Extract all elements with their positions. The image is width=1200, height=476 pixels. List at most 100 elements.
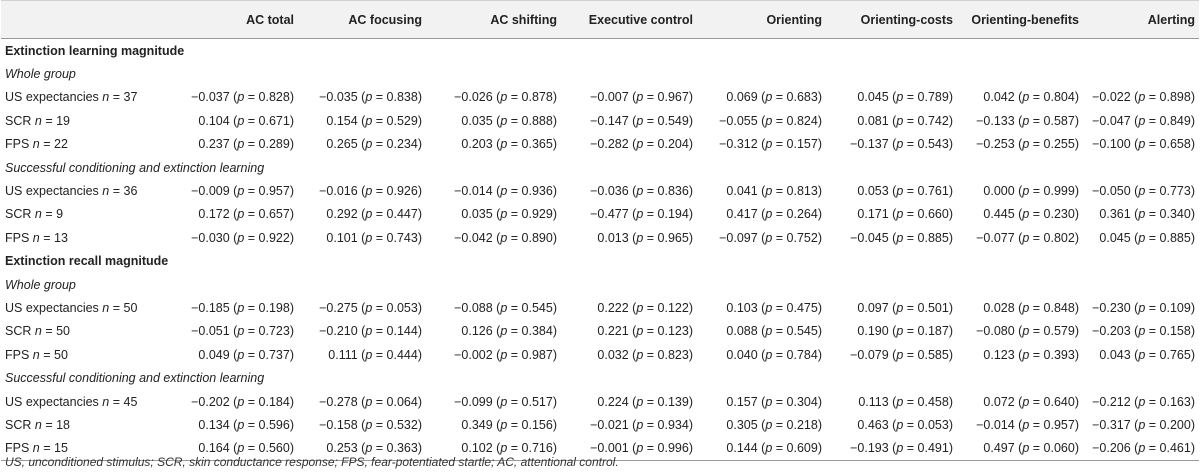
correlation-value: 0.126 (461, 324, 493, 339)
p-value: 0.365 (521, 137, 553, 152)
p-symbol: p (365, 137, 373, 152)
correlation-value: 0.028 (983, 300, 1015, 315)
sample-size: 22 (54, 137, 68, 152)
correlation-cell: 0.045 (p = 0.789) (826, 85, 957, 110)
p-value: 0.802 (1043, 230, 1075, 245)
p-symbol: p (896, 230, 904, 245)
correlation-value: 0.463 (857, 417, 889, 432)
p-symbol: p (1022, 90, 1030, 105)
correlation-cell: 0.088 (p = 0.545) (697, 319, 826, 344)
correlation-value: 0.113 (858, 394, 889, 409)
correlation-cell: −0.021 (p = 0.934) (561, 413, 697, 437)
p-symbol: p (636, 184, 644, 199)
p-value: 0.934 (657, 417, 689, 432)
correlation-value: 0.445 (983, 207, 1015, 222)
correlation-value: 0.035 (461, 113, 493, 128)
row-measure-label: US expectancies (5, 90, 99, 105)
p-symbol: p (237, 137, 245, 152)
row-label-cell: SCR n = 19 (1, 109, 187, 133)
p-value: 0.765 (1159, 347, 1191, 362)
table-row: FPS n = 15 0.164 (p = 0.560) 0.253 (p = 0.… (1, 436, 1199, 462)
p-symbol: p (1022, 207, 1030, 222)
p-symbol: p (500, 113, 508, 128)
correlation-cell: 0.126 (p = 0.384) (426, 319, 561, 344)
correlation-cell: −0.253 (p = 0.255) (957, 132, 1083, 156)
p-symbol: p (1022, 300, 1030, 315)
correlation-cell: 0.349 (p = 0.156) (426, 413, 561, 437)
p-value: 0.163 (1159, 394, 1191, 409)
correlation-value: 0.042 (983, 90, 1015, 105)
correlation-cell: 0.103 (p = 0.475) (697, 296, 826, 320)
group-title: Whole group (1, 62, 1199, 86)
correlation-value: −0.050 (1092, 184, 1131, 199)
table-row: US expectancies n = 50 −0.185 (p = 0.198)… (1, 296, 1199, 320)
correlation-value: −0.021 (590, 417, 629, 432)
correlation-value: −0.045 (850, 230, 889, 245)
p-value: 0.340 (1159, 207, 1191, 222)
p-value: 0.184 (258, 394, 290, 409)
correlation-value: −0.026 (454, 90, 493, 105)
p-symbol: p (765, 394, 773, 409)
p-value: 0.922 (258, 230, 290, 245)
correlation-value: 0.013 (597, 230, 629, 245)
p-value: 0.996 (657, 441, 689, 456)
p-symbol: p (1138, 394, 1146, 409)
correlation-value: −0.158 (319, 417, 358, 432)
p-value: 0.549 (657, 113, 689, 128)
header-orienting: Orienting (697, 0, 826, 39)
correlation-cell: 0.035 (p = 0.888) (426, 109, 561, 133)
n-symbol: n (34, 417, 42, 432)
p-value: 0.545 (786, 324, 818, 339)
p-symbol: p (1022, 184, 1030, 199)
p-value: 0.475 (786, 300, 818, 315)
correlation-cell: 0.081 (p = 0.742) (826, 109, 957, 133)
p-value: 0.363 (386, 441, 418, 456)
p-value: 0.888 (521, 113, 553, 128)
correlation-cell: 0.292 (p = 0.447) (298, 202, 426, 227)
correlation-cell: −0.477 (p = 0.194) (561, 202, 697, 227)
correlation-cell: −0.080 (p = 0.579) (957, 319, 1083, 344)
correlation-value: −0.193 (850, 441, 889, 456)
header-ac-focusing: AC focusing (298, 0, 426, 39)
row-label-cell: US expectancies n = 50 (1, 296, 187, 320)
correlation-cell: 0.190 (p = 0.187) (826, 319, 957, 344)
correlation-value: −0.203 (1092, 324, 1131, 339)
correlation-value: −0.001 (590, 441, 629, 456)
p-symbol: p (237, 347, 245, 362)
correlation-cell: 0.053 (p = 0.761) (826, 179, 957, 203)
p-value: 0.957 (1043, 417, 1075, 432)
correlation-value: −0.037 (191, 90, 230, 105)
p-symbol: p (636, 394, 644, 409)
header-row: AC total AC focusing AC shifting Executi… (1, 0, 1199, 39)
header-executive-control: Executive control (561, 0, 697, 39)
p-symbol: p (896, 441, 904, 456)
p-value: 0.157 (786, 137, 818, 152)
p-value: 0.532 (386, 417, 418, 432)
correlation-cell: 0.123 (p = 0.393) (957, 343, 1083, 367)
p-value: 0.885 (917, 230, 949, 245)
p-value: 0.999 (1043, 184, 1075, 199)
correlation-cell: −0.050 (p = 0.773) (1083, 179, 1199, 203)
n-symbol: n (34, 113, 42, 128)
correlation-value: 0.134 (198, 417, 230, 432)
p-value: 0.671 (258, 113, 290, 128)
p-value: 0.053 (386, 300, 418, 315)
correlation-value: −0.206 (1092, 441, 1131, 456)
sample-size: 9 (56, 207, 64, 222)
p-value: 0.447 (386, 207, 418, 222)
p-value: 0.609 (786, 441, 818, 456)
p-symbol: p (896, 347, 904, 362)
sample-size: 50 (54, 347, 68, 362)
p-value: 0.848 (1043, 300, 1075, 315)
correlation-cell: −0.037 (p = 0.828) (187, 85, 298, 110)
correlation-cell: 0.237 (p = 0.289) (187, 132, 298, 156)
p-symbol: p (1138, 137, 1146, 152)
n-symbol: n (102, 394, 110, 409)
correlation-cell: 0.042 (p = 0.804) (957, 85, 1083, 110)
p-value: 0.543 (917, 137, 949, 152)
correlation-cell: −0.206 (p = 0.461) (1083, 436, 1199, 462)
p-symbol: p (365, 417, 373, 432)
p-value: 0.789 (917, 90, 949, 105)
p-value: 0.122 (657, 300, 689, 315)
p-value: 0.585 (917, 347, 949, 362)
